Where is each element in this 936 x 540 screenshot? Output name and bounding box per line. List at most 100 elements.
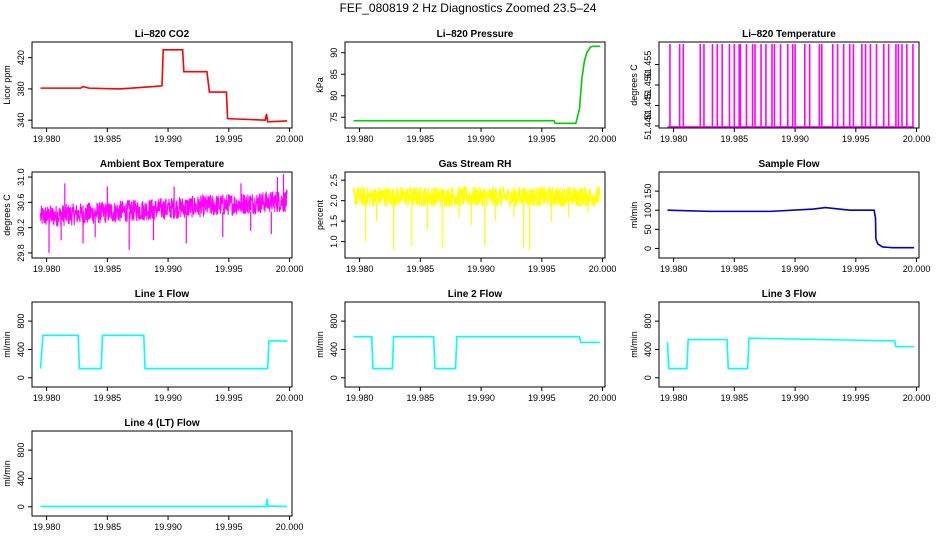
y-tick-label: 80 bbox=[329, 91, 339, 101]
series-line bbox=[667, 206, 915, 249]
x-tick-label: 19.990 bbox=[154, 134, 182, 144]
y-tick-label: 400 bbox=[16, 471, 26, 486]
x-tick-label: 19.985 bbox=[407, 393, 435, 403]
plot-frame bbox=[31, 171, 293, 259]
x-tick-label: 20.000 bbox=[276, 393, 304, 403]
panel-title: Line 2 Flow bbox=[448, 289, 503, 300]
x-tick-label: 19.990 bbox=[781, 264, 809, 274]
panel-title: Line 1 Flow bbox=[135, 289, 190, 300]
x-tick-label: 19.985 bbox=[94, 134, 122, 144]
plot-frame bbox=[31, 430, 293, 517]
x-tick-label: 19.995 bbox=[528, 393, 556, 403]
x-tick-label: 19.995 bbox=[215, 264, 243, 274]
x-tick-label: 20.000 bbox=[276, 522, 304, 532]
x-tick-label: 19.980 bbox=[346, 393, 374, 403]
y-axis-label: ml/min bbox=[629, 202, 639, 229]
y-tick-label: 800 bbox=[329, 314, 339, 329]
y-tick-label: 30.2 bbox=[16, 219, 26, 237]
x-tick-label: 19.990 bbox=[154, 522, 182, 532]
plot-frame bbox=[344, 41, 606, 129]
y-tick-label: 90 bbox=[329, 48, 339, 58]
series-line bbox=[40, 189, 288, 227]
x-tick-label: 20.000 bbox=[903, 393, 931, 403]
x-tick-label: 20.000 bbox=[276, 264, 304, 274]
series-line bbox=[40, 498, 288, 508]
data-layer bbox=[667, 206, 915, 249]
figure-title: FEF_080819 2 Hz Diagnostics Zoomed 23.5–… bbox=[339, 1, 597, 15]
x-tick-label: 19.995 bbox=[215, 393, 243, 403]
y-tick-label: 85 bbox=[329, 69, 339, 79]
panel-9: 19.980 19.985 19.990 19.995 20.000 0 400 800 Lin… bbox=[629, 289, 930, 403]
x-tick-label: 19.980 bbox=[33, 522, 61, 532]
panel-title: Ambient Box Temperature bbox=[100, 159, 225, 170]
plot-frame bbox=[658, 41, 920, 129]
series-line bbox=[353, 335, 601, 370]
x-tick-label: 19.985 bbox=[721, 134, 749, 144]
plot-frame bbox=[344, 301, 606, 388]
x-tick-label: 19.980 bbox=[33, 264, 61, 274]
x-tick-label: 19.985 bbox=[407, 134, 435, 144]
series-line bbox=[353, 185, 601, 208]
y-tick-label: 31.0 bbox=[16, 168, 26, 186]
plot-frame bbox=[31, 41, 293, 129]
x-tick-label: 19.985 bbox=[94, 522, 122, 532]
x-tick-label: 19.995 bbox=[528, 134, 556, 144]
x-tick-label: 19.995 bbox=[842, 264, 870, 274]
y-tick-label: 800 bbox=[16, 314, 26, 329]
y-axis-label: percent bbox=[315, 199, 325, 230]
panel-title: Line 4 (LT) Flow bbox=[124, 418, 200, 429]
y-tick-label: 0 bbox=[643, 375, 653, 380]
x-tick-label: 19.990 bbox=[781, 134, 809, 144]
y-tick-label: 400 bbox=[643, 342, 653, 357]
x-tick-label: 19.980 bbox=[346, 134, 374, 144]
x-tick-label: 19.990 bbox=[467, 393, 495, 403]
x-tick-label: 20.000 bbox=[903, 264, 931, 274]
data-layer bbox=[667, 44, 915, 128]
y-axis-label: degrees C bbox=[2, 194, 12, 236]
y-axis-label: Licor ppm bbox=[2, 65, 12, 105]
data-layer bbox=[40, 498, 288, 508]
y-tick-label: 51.455 bbox=[643, 51, 653, 79]
x-tick-label: 19.990 bbox=[467, 264, 495, 274]
y-tick-label: 51.440 bbox=[643, 112, 653, 140]
panel-3: 19.980 19.985 19.990 19.995 20.00051.44051.4… bbox=[629, 29, 930, 144]
y-tick-label: 0 bbox=[16, 375, 26, 380]
data-layer bbox=[353, 335, 601, 370]
x-tick-label: 19.995 bbox=[842, 393, 870, 403]
y-tick-label: 340 bbox=[16, 113, 26, 128]
data-layer bbox=[40, 173, 288, 253]
x-tick-label: 19.995 bbox=[842, 134, 870, 144]
panel-title: Li–820 Pressure bbox=[437, 29, 514, 40]
x-tick-label: 19.985 bbox=[94, 264, 122, 274]
panel-title: Li–820 Temperature bbox=[742, 29, 836, 40]
x-tick-label: 19.995 bbox=[528, 264, 556, 274]
y-tick-label: 100 bbox=[643, 203, 653, 218]
y-tick-label: 2.0 bbox=[329, 194, 339, 207]
panel-title: Sample Flow bbox=[758, 159, 819, 170]
x-tick-label: 19.985 bbox=[407, 264, 435, 274]
plot-frame bbox=[658, 171, 920, 259]
y-tick-label: 2.5 bbox=[329, 174, 339, 187]
panel-title: Gas Stream RH bbox=[439, 159, 512, 170]
x-tick-label: 19.980 bbox=[33, 393, 61, 403]
x-tick-label: 20.000 bbox=[589, 134, 617, 144]
y-axis-label: ml/min bbox=[315, 331, 325, 358]
y-axis-label: ml/min bbox=[2, 331, 12, 358]
panel-5: 19.980 19.985 19.990 19.995 20.000 1.0 1.5 2.0 2… bbox=[315, 159, 616, 274]
y-axis-label: ml/min bbox=[629, 331, 639, 358]
data-layer bbox=[666, 337, 915, 370]
data-layer bbox=[353, 185, 601, 250]
x-tick-label: 19.980 bbox=[660, 393, 688, 403]
x-tick-label: 19.980 bbox=[660, 264, 688, 274]
x-tick-label: 20.000 bbox=[276, 134, 304, 144]
plot-frame bbox=[658, 301, 920, 388]
y-axis-label: degrees C bbox=[629, 64, 639, 106]
y-tick-label: 30.6 bbox=[16, 194, 26, 212]
y-tick-label: 50 bbox=[643, 224, 653, 234]
x-tick-label: 20.000 bbox=[589, 393, 617, 403]
panel-8: 19.980 19.985 19.990 19.995 20.000 0 400 800 Lin… bbox=[315, 289, 616, 403]
y-tick-label: 150 bbox=[643, 184, 653, 199]
x-tick-label: 19.990 bbox=[154, 393, 182, 403]
y-tick-label: 800 bbox=[643, 314, 653, 329]
series-line bbox=[39, 334, 288, 370]
